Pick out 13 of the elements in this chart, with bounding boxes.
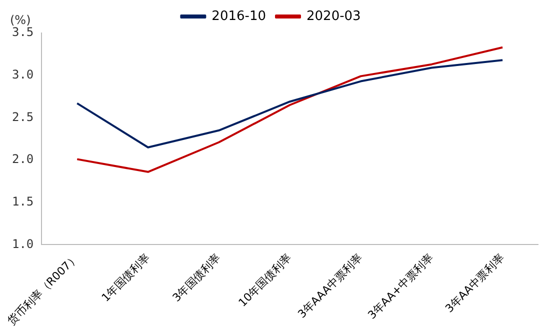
- x-tick-label: 3年国债利率: [170, 251, 224, 304]
- y-tick-label: 3.5: [12, 25, 34, 40]
- x-tick-label: 3年AA中票利率: [442, 251, 507, 316]
- y-tick-label: 1.0: [12, 236, 34, 251]
- y-tick-label: 3.0: [12, 67, 34, 82]
- x-tick-label: 1年国债利率: [99, 251, 152, 304]
- y-tick-label: 2.5: [12, 110, 34, 124]
- y-tick-label: 1.5: [12, 194, 34, 209]
- x-tick-label: 10年国债利率: [236, 251, 294, 310]
- y-tick-label: 2.0: [12, 152, 34, 166]
- legend-label: 2020-03: [306, 8, 361, 24]
- legend-label: 2016-10: [212, 8, 266, 24]
- y-axis-title: (%): [10, 13, 31, 28]
